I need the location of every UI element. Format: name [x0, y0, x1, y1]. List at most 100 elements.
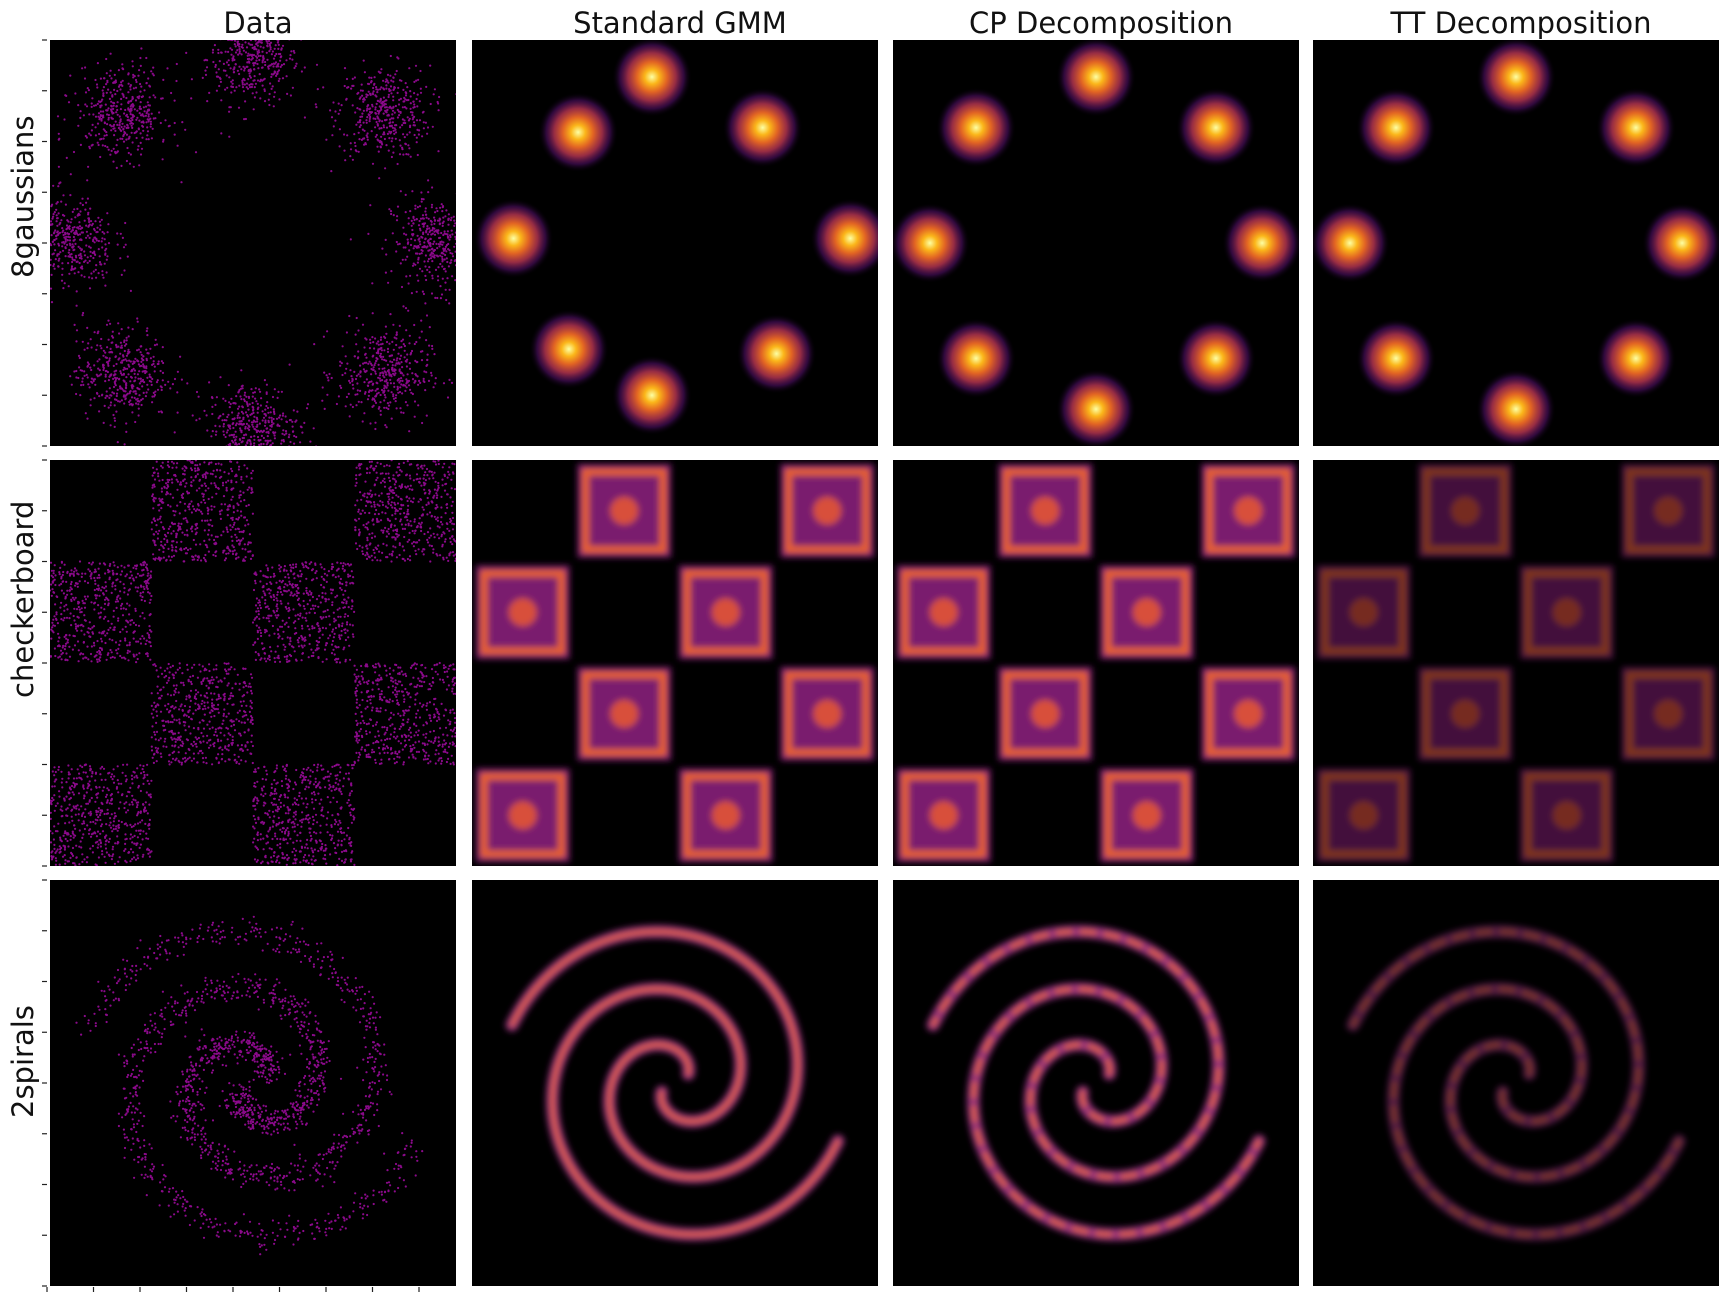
scatter-point	[236, 461, 239, 464]
scatter-point	[109, 374, 112, 377]
scatter-point	[422, 477, 425, 480]
scatter-point	[365, 551, 368, 554]
scatter-point	[157, 472, 160, 475]
scatter-point	[372, 467, 375, 470]
scatter-point	[179, 501, 182, 504]
scatter-point	[394, 486, 397, 489]
scatter-point	[388, 89, 391, 93]
scatter-point	[413, 532, 416, 535]
scatter-point	[61, 249, 65, 252]
scatter-point	[389, 54, 392, 58]
scatter-point	[94, 654, 97, 657]
scatter-point	[371, 397, 374, 400]
scatter-point	[253, 48, 256, 51]
scatter-point	[85, 230, 88, 233]
scatter-point	[383, 387, 386, 390]
scatter-point	[447, 559, 450, 562]
scatter-point	[138, 164, 141, 167]
scatter-point	[156, 532, 160, 535]
scatter-point	[87, 213, 90, 216]
scatter-point	[176, 480, 179, 483]
scatter-point	[428, 477, 431, 480]
scatter-point	[142, 391, 145, 394]
scatter-point	[357, 400, 360, 403]
scatter-point	[203, 59, 206, 62]
scatter-point	[268, 42, 271, 46]
scatter-point	[183, 469, 186, 472]
scatter-point	[422, 377, 425, 380]
scatter-point	[114, 150, 117, 154]
scatter-point	[126, 593, 129, 596]
scatter-point	[426, 496, 429, 500]
scatter-point	[419, 217, 423, 220]
scatter-point	[184, 128, 187, 131]
scatter-point	[388, 130, 391, 133]
scatter-point	[418, 205, 422, 208]
scatter-point	[388, 342, 391, 345]
scatter-point	[91, 143, 94, 146]
scatter-point	[152, 507, 155, 510]
scatter-point	[62, 644, 65, 647]
scatter-point	[127, 621, 130, 624]
scatter-point	[379, 500, 382, 503]
scatter-point	[231, 544, 234, 547]
scatter-point	[285, 75, 288, 78]
scatter-point	[448, 529, 451, 532]
scatter-point	[366, 467, 369, 470]
scatter-point	[441, 255, 444, 258]
scatter-point	[131, 387, 134, 390]
scatter-point	[424, 389, 427, 392]
scatter-point	[396, 388, 399, 391]
scatter-point	[114, 355, 117, 359]
scatter-point	[374, 337, 377, 340]
scatter-point	[237, 412, 240, 415]
scatter-point	[104, 380, 107, 383]
scatter-point	[433, 488, 436, 491]
scatter-point	[406, 353, 409, 356]
scatter-point	[282, 440, 285, 443]
scatter-point	[267, 439, 270, 442]
scatter-point	[96, 122, 100, 125]
scatter-point	[169, 559, 172, 562]
scatter-point	[109, 626, 112, 629]
scatter-point	[119, 590, 122, 593]
scatter-point	[210, 508, 213, 511]
scatter-point	[415, 478, 418, 481]
scatter-point	[125, 430, 128, 433]
scatter-point	[84, 598, 87, 601]
scatter-point	[363, 412, 366, 415]
scatter-point	[246, 404, 249, 407]
scatter-point	[145, 365, 148, 368]
scatter-point	[379, 88, 382, 91]
scatter-point	[199, 543, 202, 546]
scatter-point	[171, 546, 174, 549]
scatter-point	[381, 120, 384, 123]
scatter-point	[128, 392, 131, 395]
scatter-point	[444, 288, 447, 291]
scatter-point	[429, 534, 433, 537]
scatter-point	[425, 503, 428, 506]
scatter-point	[222, 62, 225, 65]
row-label-2spirals: 2spirals	[6, 1005, 40, 1118]
scatter-point	[365, 109, 368, 112]
scatter-point	[232, 487, 235, 490]
scatter-point	[258, 40, 262, 42]
scatter-point	[221, 481, 225, 484]
scatter-point	[203, 473, 206, 476]
scatter-point	[373, 76, 376, 79]
scatter-point	[398, 390, 402, 394]
scatter-point	[225, 61, 229, 64]
scatter-point	[100, 337, 103, 341]
scatter-point	[229, 460, 232, 463]
scatter-point	[134, 78, 138, 82]
scatter-point	[100, 119, 103, 122]
scatter-point	[50, 574, 53, 577]
scatter-point	[354, 504, 357, 507]
scatter-point	[124, 108, 127, 112]
scatter-point	[59, 251, 62, 254]
scatter-point	[238, 496, 241, 499]
scatter-point	[392, 397, 396, 400]
scatter-point	[366, 536, 369, 539]
scatter-point	[96, 102, 99, 105]
scatter-point	[142, 115, 145, 118]
